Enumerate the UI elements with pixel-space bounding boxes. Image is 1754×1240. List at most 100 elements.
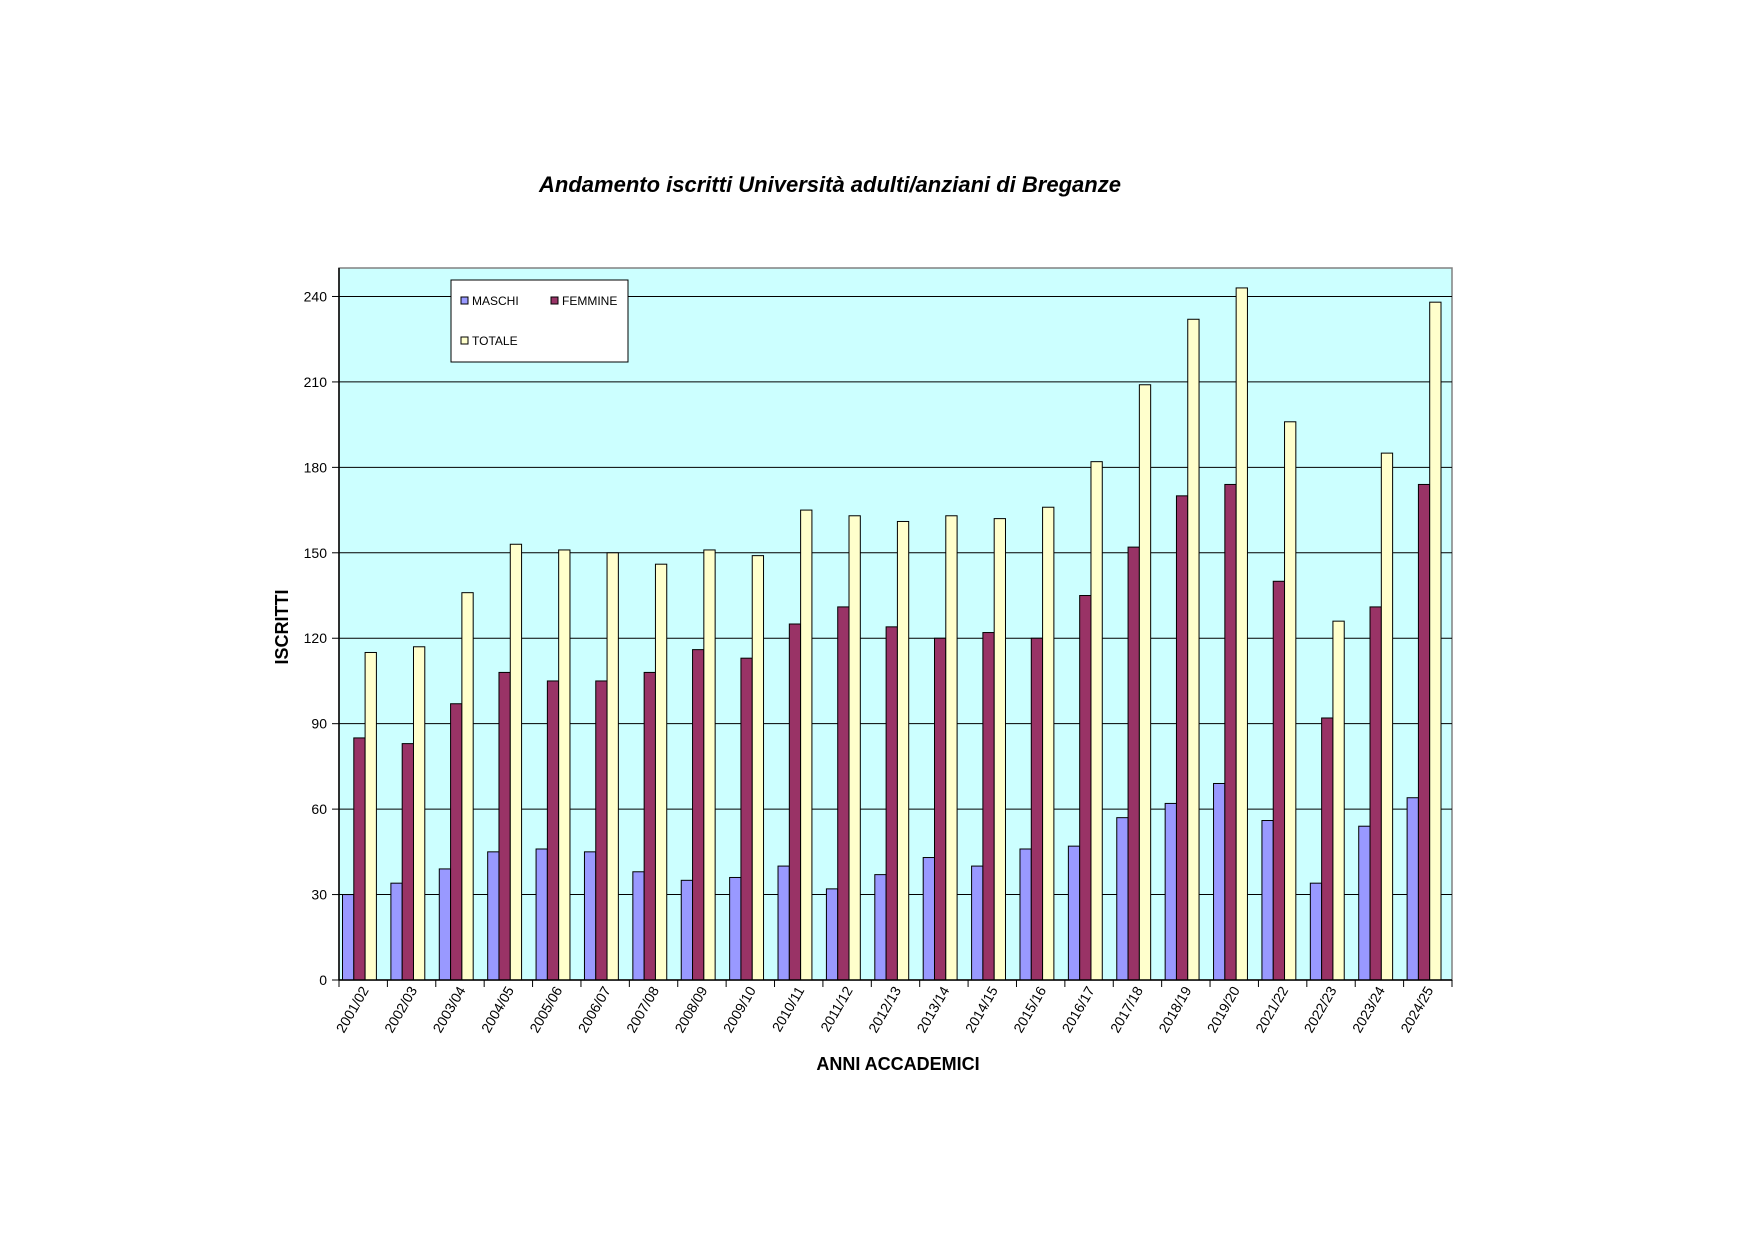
- bar-femmine-2007-08: [643, 671, 656, 981]
- bar-totale-2008-09: [703, 549, 716, 981]
- x-tick-label: 2012/13: [865, 983, 904, 1035]
- bar-maschi-2007-08: [632, 871, 645, 981]
- bar-maschi-2016-17: [1067, 845, 1081, 981]
- bar-maschi-2024-25: [1406, 797, 1419, 981]
- bar-totale-2007-08: [654, 563, 668, 981]
- legend-swatch-femmine: [550, 296, 559, 305]
- bar-femmine-2009-10: [740, 657, 753, 981]
- bar-totale-2015-16: [1042, 506, 1055, 981]
- bar-totale-2011-12: [848, 515, 861, 981]
- bar-femmine-2012-13: [885, 626, 898, 981]
- bar-femmine-2023-24: [1369, 606, 1382, 981]
- bar-femmine-2013-14: [933, 637, 947, 981]
- bar-maschi-2009-10: [729, 876, 742, 981]
- legend-swatch-maschi: [460, 296, 469, 305]
- bar-totale-2002-03: [412, 646, 426, 981]
- bar-maschi-2023-24: [1358, 825, 1371, 981]
- bar-totale-2017-18: [1138, 384, 1152, 981]
- bar-maschi-2004-05: [487, 851, 500, 981]
- bar-totale-2014-15: [993, 518, 1006, 981]
- bar-totale-2013-14: [945, 515, 958, 981]
- x-tick-label: 2023/24: [1349, 983, 1388, 1035]
- bar-femmine-2015-16: [1030, 637, 1044, 981]
- bar-maschi-2012-13: [874, 874, 887, 981]
- x-tick-label: 2013/14: [913, 983, 952, 1035]
- legend-label-maschi: MASCHI: [472, 294, 519, 308]
- x-axis-label: ANNI ACCADEMICI: [816, 1054, 979, 1074]
- bar-femmine-2021-22: [1272, 580, 1286, 981]
- x-tick-label: 2002/03: [381, 983, 420, 1035]
- x-tick-label: 2001/02: [333, 983, 372, 1035]
- x-tick-label: 2011/12: [817, 983, 856, 1034]
- x-tick-label: 2006/07: [575, 983, 614, 1035]
- bar-totale-2012-13: [896, 520, 910, 981]
- x-tick-label: 2008/09: [671, 983, 710, 1035]
- y-tick-label: 30: [311, 887, 327, 903]
- x-tick-label: 2024/25: [1397, 983, 1436, 1035]
- x-tick-label: 2018/19: [1155, 983, 1194, 1035]
- bar-maschi-2006-07: [583, 851, 597, 981]
- legend-label-totale: TOTALE: [472, 334, 518, 348]
- bar-femmine-2017-18: [1127, 546, 1140, 981]
- bar-femmine-2016-17: [1079, 595, 1092, 981]
- chart-title: Andamento iscritti Università adulti/anz…: [539, 172, 1121, 197]
- y-tick-label: 60: [311, 801, 327, 817]
- bar-totale-2009-10: [751, 555, 765, 981]
- bar-maschi-2008-09: [680, 879, 694, 981]
- y-tick-label: 150: [304, 545, 328, 561]
- x-tick-label: 2003/04: [429, 983, 468, 1035]
- bar-maschi-2013-14: [922, 857, 935, 981]
- bar-femmine-2003-04: [450, 703, 463, 981]
- y-tick-label: 90: [311, 716, 327, 732]
- x-tick-label: 2019/20: [1204, 983, 1243, 1035]
- x-tick-label: 2007/08: [623, 983, 662, 1035]
- bar-totale-2024-25: [1429, 301, 1442, 981]
- bar-maschi-2011-12: [825, 888, 839, 981]
- bar-maschi-2019-20: [1213, 782, 1226, 981]
- bar-femmine-2022-23: [1321, 717, 1334, 981]
- bar-maschi-2018-19: [1164, 802, 1177, 981]
- bar-femmine-2011-12: [837, 606, 850, 981]
- bar-totale-2021-22: [1284, 421, 1297, 981]
- bar-maschi-2005-06: [535, 848, 548, 981]
- bar-femmine-2008-09: [692, 649, 705, 981]
- bar-totale-2019-20: [1235, 287, 1248, 981]
- bar-femmine-2005-06: [546, 680, 560, 981]
- bar-totale-2006-07: [606, 552, 619, 981]
- bar-femmine-2010-11: [788, 623, 802, 981]
- x-tick-label: 2017/18: [1107, 983, 1146, 1035]
- bar-maschi-2015-16: [1019, 848, 1032, 981]
- bar-totale-2004-05: [509, 543, 523, 981]
- y-tick-label: 240: [304, 288, 328, 304]
- bar-femmine-2014-15: [982, 632, 995, 981]
- bar-femmine-2002-03: [401, 743, 414, 981]
- bar-totale-2023-24: [1380, 452, 1394, 981]
- x-axis-ticks: 2001/02 2002/03 2003/04 2004/05 2005/06 2006/…: [333, 980, 1453, 1035]
- legend-box: [450, 279, 629, 363]
- x-tick-label: 2016/17: [1059, 983, 1098, 1035]
- bar-femmine-2001-02: [353, 737, 366, 981]
- y-tick-label: 0: [319, 972, 327, 988]
- bar-maschi-2014-15: [971, 865, 984, 981]
- bar-totale-2010-11: [800, 509, 813, 981]
- x-tick-label: 2015/16: [1010, 983, 1049, 1035]
- x-tick-label: 2009/10: [720, 983, 759, 1035]
- y-tick-label: 210: [304, 374, 328, 390]
- legend: MASCHI FEMMINE TOTALE: [450, 279, 629, 363]
- y-tick-label: 120: [304, 630, 328, 646]
- bar-totale-2001-02: [364, 651, 377, 981]
- bar-maschi-2017-18: [1116, 817, 1129, 981]
- bar-femmine-2018-19: [1175, 495, 1189, 981]
- y-axis-label: ISCRITTI: [272, 590, 292, 665]
- bar-maschi-2021-22: [1261, 820, 1274, 981]
- y-axis-ticks: 0 30 60 90 120 150 180 210 240: [304, 288, 339, 988]
- bar-maschi-2010-11: [777, 865, 790, 981]
- bar-femmine-2024-25: [1417, 483, 1431, 981]
- x-tick-label: 2021/22: [1252, 983, 1291, 1035]
- x-tick-label: 2010/11: [769, 983, 808, 1034]
- bar-totale-2005-06: [558, 549, 571, 981]
- bar-femmine-2019-20: [1224, 483, 1237, 981]
- x-tick-label: 2004/05: [478, 983, 517, 1035]
- bar-totale-2022-23: [1332, 620, 1345, 981]
- bar-maschi-2003-04: [438, 868, 452, 981]
